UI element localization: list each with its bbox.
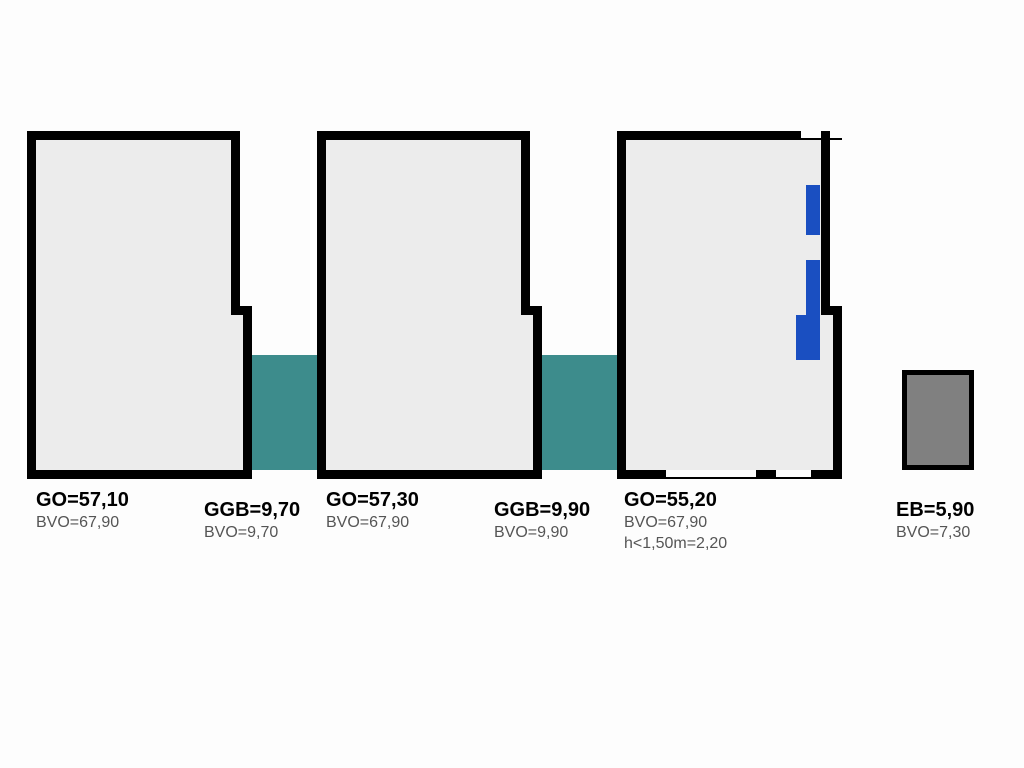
room3-blue-2 (796, 315, 818, 360)
room3-wall-top-a (617, 131, 801, 140)
room1-notch-fill (231, 315, 243, 470)
label-block-4: GO=55,20BVO=67,90h<1,50m=2,20 (624, 487, 727, 555)
room2-notch-fill (521, 315, 533, 470)
room3-wall-left (617, 131, 626, 479)
label-main-1: GGB=9,70 (204, 497, 300, 523)
room3-wall-right-lower (833, 306, 842, 479)
room3-wall-bottom-seg0 (617, 470, 666, 479)
label-block-0: GO=57,10BVO=67,90 (36, 487, 129, 534)
room3-fill (626, 140, 821, 470)
room1-wall-top (27, 131, 240, 140)
room2-wall-right-upper (521, 131, 530, 315)
label-sub-4-1: h<1,50m=2,20 (624, 534, 727, 555)
label-sub-1-0: BVO=9,70 (204, 523, 300, 544)
room2-fill (326, 140, 521, 470)
label-main-4: GO=55,20 (624, 487, 727, 513)
room1-wall-left (27, 131, 36, 479)
label-sub-4-0: BVO=67,90 (624, 513, 727, 534)
label-block-5: EB=5,90BVO=7,30 (896, 497, 974, 544)
room3-blue-0 (806, 185, 820, 235)
label-main-3: GGB=9,90 (494, 497, 590, 523)
label-main-0: GO=57,10 (36, 487, 129, 513)
room3-wall-bottom-seg2 (811, 470, 842, 479)
label-main-2: GO=57,30 (326, 487, 419, 513)
diagram-stage: GO=57,10BVO=67,90GGB=9,70BVO=9,70GO=57,3… (0, 0, 1024, 768)
room2-extension (542, 355, 617, 470)
label-sub-5-0: BVO=7,30 (896, 523, 974, 544)
label-sub-2-0: BVO=67,90 (326, 513, 419, 534)
room2-wall-top (317, 131, 530, 140)
room3-wall-right-upper (821, 131, 830, 315)
room1-wall-right-upper (231, 131, 240, 315)
label-sub-0-0: BVO=67,90 (36, 513, 129, 534)
label-main-5: EB=5,90 (896, 497, 974, 523)
room1-wall-right-lower (243, 306, 252, 479)
room2-wall-right-lower (533, 306, 542, 479)
label-block-3: GGB=9,90BVO=9,90 (494, 497, 590, 544)
grey-box (902, 370, 974, 470)
room1-extension (252, 355, 327, 470)
room1-wall-bottom (27, 470, 252, 479)
label-block-2: GO=57,30BVO=67,90 (326, 487, 419, 534)
label-sub-3-0: BVO=9,90 (494, 523, 590, 544)
room1-fill (36, 140, 231, 470)
room2-wall-left (317, 131, 326, 479)
room3-wall-bottom-seg1 (756, 470, 776, 479)
room3-notch-fill (821, 315, 833, 470)
room2-wall-bottom (317, 470, 542, 479)
label-block-1: GGB=9,70BVO=9,70 (204, 497, 300, 544)
